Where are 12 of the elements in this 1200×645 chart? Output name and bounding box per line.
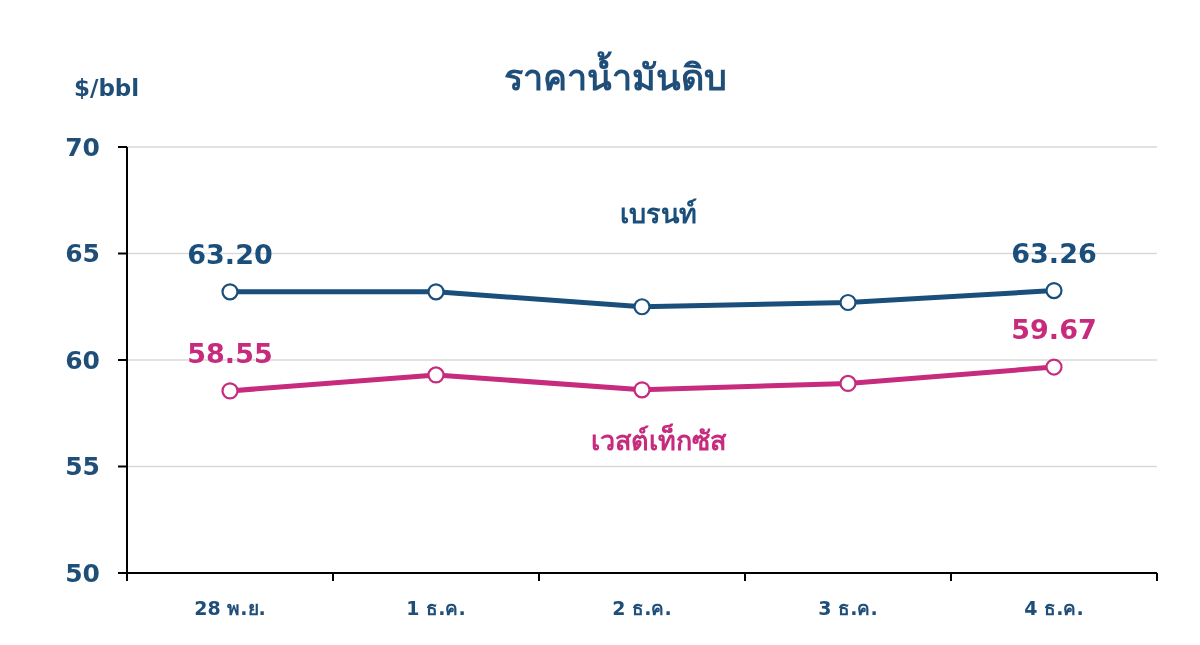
- point: [839, 374, 857, 393]
- point: [427, 366, 445, 384]
- point: [427, 283, 445, 301]
- point: [1045, 358, 1063, 376]
- point: [633, 381, 651, 399]
- point: [1045, 281, 1063, 300]
- point: [221, 283, 239, 301]
- ylabel: $/bbl: [74, 75, 140, 101]
- title: ราคาน้ำมันดิบ: [365, 40, 865, 116]
- point: [633, 298, 651, 316]
- point: [221, 382, 239, 400]
- point: [839, 293, 857, 312]
